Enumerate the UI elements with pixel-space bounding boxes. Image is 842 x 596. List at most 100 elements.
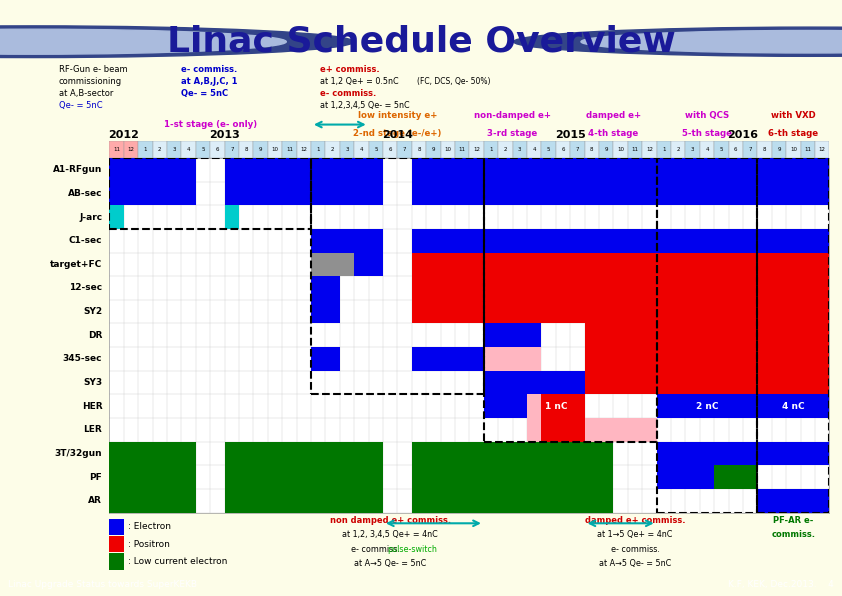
Bar: [743, 141, 758, 158]
Bar: [700, 141, 714, 158]
Text: 3T/32gun: 3T/32gun: [55, 449, 102, 458]
Bar: [657, 347, 758, 371]
Bar: [225, 442, 311, 465]
Text: 4: 4: [706, 147, 709, 152]
Text: 8: 8: [418, 147, 421, 152]
Text: 5: 5: [546, 147, 551, 152]
Bar: [628, 141, 642, 158]
Bar: [657, 371, 758, 395]
Bar: [484, 229, 584, 253]
Text: 3-rd stage: 3-rd stage: [488, 129, 538, 138]
Bar: [570, 141, 584, 158]
Bar: [311, 141, 325, 158]
Circle shape: [0, 29, 286, 54]
Text: at A,B,J,C, 1: at A,B,J,C, 1: [181, 77, 237, 86]
Bar: [268, 141, 282, 158]
Text: 12-sec: 12-sec: [69, 284, 102, 293]
Bar: [758, 371, 829, 395]
Bar: [412, 253, 484, 276]
Bar: [311, 158, 383, 182]
Text: 8: 8: [244, 147, 248, 152]
Bar: [498, 141, 513, 158]
Bar: [758, 158, 829, 513]
Bar: [758, 300, 829, 324]
Text: : Electron: : Electron: [128, 522, 171, 532]
Text: at 1→5 Qe+ = 4nC: at 1→5 Qe+ = 4nC: [597, 530, 673, 539]
Bar: [801, 141, 815, 158]
Bar: [109, 536, 124, 552]
Text: A1-RFgun: A1-RFgun: [53, 165, 102, 174]
Text: damped e+ commiss.: damped e+ commiss.: [584, 516, 685, 524]
Bar: [311, 465, 383, 489]
Bar: [412, 300, 484, 324]
Bar: [484, 182, 584, 205]
Bar: [584, 465, 613, 489]
Bar: [657, 182, 758, 205]
Text: 11: 11: [804, 147, 812, 152]
Bar: [340, 141, 354, 158]
Text: Qe- = 5nC: Qe- = 5nC: [181, 89, 228, 98]
Text: 4: 4: [187, 147, 190, 152]
Bar: [786, 141, 801, 158]
Bar: [484, 324, 541, 347]
Text: 11: 11: [286, 147, 293, 152]
Bar: [225, 141, 239, 158]
Text: pulse-switch: pulse-switch: [386, 545, 437, 554]
Text: AR: AR: [88, 496, 102, 505]
Bar: [657, 253, 758, 276]
Bar: [584, 229, 657, 253]
Bar: [109, 182, 196, 205]
Bar: [311, 253, 354, 276]
Bar: [109, 205, 124, 229]
Bar: [758, 182, 829, 205]
Text: 4: 4: [532, 147, 536, 152]
Bar: [758, 395, 829, 418]
Bar: [484, 253, 584, 276]
Bar: [383, 141, 397, 158]
Bar: [758, 324, 829, 347]
Bar: [758, 253, 829, 276]
Bar: [527, 418, 541, 442]
Bar: [657, 395, 758, 418]
Text: 1-st stage (e- only): 1-st stage (e- only): [163, 120, 257, 129]
Text: 5: 5: [201, 147, 205, 152]
Bar: [484, 276, 584, 300]
Bar: [758, 489, 829, 513]
Bar: [455, 141, 470, 158]
Bar: [484, 158, 657, 442]
Bar: [657, 442, 758, 465]
Bar: [311, 489, 383, 513]
Bar: [196, 141, 210, 158]
Text: Qe- = 5nC: Qe- = 5nC: [59, 101, 103, 110]
Text: 7: 7: [749, 147, 752, 152]
Text: 3: 3: [690, 147, 695, 152]
Bar: [412, 141, 426, 158]
Text: 5-th stage: 5-th stage: [682, 129, 732, 138]
Bar: [657, 158, 758, 513]
Text: 345-sec: 345-sec: [63, 355, 102, 364]
Bar: [815, 141, 829, 158]
Bar: [282, 141, 296, 158]
Text: 4 nC: 4 nC: [782, 402, 805, 411]
Bar: [599, 141, 613, 158]
Circle shape: [0, 26, 354, 58]
Text: 12: 12: [818, 147, 826, 152]
Text: e+ commiss.: e+ commiss.: [320, 65, 380, 74]
Text: 12: 12: [301, 147, 307, 152]
Text: at A,B-sector: at A,B-sector: [59, 89, 114, 98]
Text: 3: 3: [173, 147, 176, 152]
Bar: [124, 141, 138, 158]
Text: 6-th stage: 6-th stage: [768, 129, 818, 138]
Bar: [671, 141, 685, 158]
Text: RF-Gun e- beam: RF-Gun e- beam: [59, 65, 128, 74]
Bar: [109, 519, 124, 535]
Bar: [541, 395, 584, 418]
Text: SY3: SY3: [83, 378, 102, 387]
Bar: [311, 276, 340, 300]
Bar: [412, 229, 484, 253]
Bar: [369, 141, 383, 158]
Bar: [758, 158, 829, 182]
Bar: [412, 465, 484, 489]
Text: 12: 12: [473, 147, 480, 152]
Bar: [584, 347, 657, 371]
